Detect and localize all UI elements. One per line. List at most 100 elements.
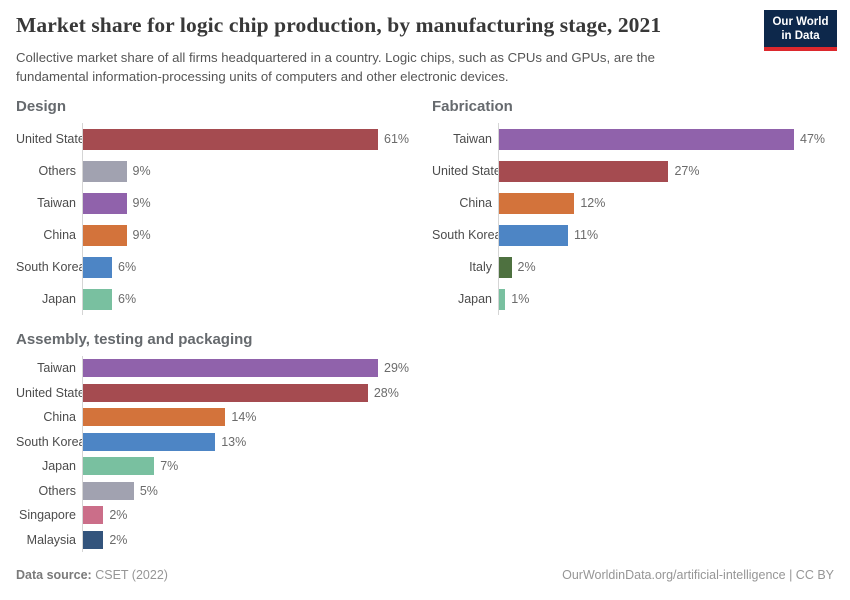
entity-label: China [459,196,492,210]
value-label: 9% [132,196,151,210]
value-label: 13% [221,434,247,449]
bar[interactable] [83,530,104,549]
bar[interactable] [499,224,569,246]
entity-label: United States [432,164,508,178]
bar[interactable] [499,256,512,278]
entity-label: South Korea [432,228,502,242]
value-label: 47% [800,132,826,146]
plot-area: 13% [82,429,420,454]
value-label: 2% [109,532,128,547]
value-label: 1% [511,292,530,306]
entity-label: Others [38,164,76,178]
bar-row: Japan 7% [16,454,420,479]
bar[interactable] [83,408,226,427]
panel-rows: United States 61% Others 9% Taiwan 9% China 9% S… [16,123,420,315]
panel-design: Design United States 61% Others 9% Taiwan 9% C… [16,97,420,315]
bar-row: United States 27% [432,155,834,187]
bar-row: South Korea 6% [16,251,420,283]
owid-logo: Our World in Data [764,10,837,51]
bar-row: China 12% [432,187,834,219]
plot-area: 2% [498,251,834,283]
value-label: 7% [160,459,179,474]
bar-row: Others 9% [16,155,420,187]
bar[interactable] [83,224,127,246]
value-label: 27% [674,164,700,178]
panel-rows: Taiwan 47% United States 27% China 12% South K… [432,123,834,315]
owid-url-link[interactable]: OurWorldinData.org/artificial-intelligen… [562,568,834,582]
bar-row: China 9% [16,219,420,251]
bar[interactable] [499,160,669,182]
panel-title: Fabrication [432,98,513,115]
panel-rows: Taiwan 29% United States 28% China 14% South K… [16,356,420,552]
entity-label: Taiwan [453,132,492,146]
bar[interactable] [83,432,216,451]
bar-row: Malaysia 2% [16,527,420,552]
entity-label: Others [38,483,76,498]
entity-label: China [43,228,76,242]
entity-label: United States [16,385,92,400]
bar[interactable] [83,506,104,525]
value-label: 61% [384,132,410,146]
bar[interactable] [83,256,113,278]
bar[interactable] [83,128,378,150]
plot-area: 7% [82,454,420,479]
data-source-value: CSET (2022) [95,568,168,582]
value-label: 11% [574,228,599,242]
entity-label: Malaysia [26,532,76,547]
page-title: Market share for logic chip production, … [16,13,662,37]
bar-row: Japan 6% [16,283,420,315]
plot-area: 5% [82,478,420,503]
panel-fabrication: Fabrication Taiwan 47% United States 27% Chi… [432,97,834,315]
value-label: 6% [118,292,137,306]
bar-row: Japan 1% [432,283,834,315]
bar[interactable] [83,359,378,378]
bar-row: Taiwan 29% [16,356,420,381]
entity-label: Taiwan [37,361,76,376]
value-label: 2% [517,260,536,274]
plot-area: 11% [498,219,834,251]
entity-label: Japan [457,292,492,306]
entity-label: Japan [41,292,76,306]
panel-title: Design [16,98,67,115]
value-label: 9% [132,164,151,178]
bar[interactable] [83,481,134,500]
value-label: 6% [118,260,137,274]
plot-area: 28% [82,380,420,405]
bar[interactable] [499,192,575,214]
plot-area: 9% [82,187,420,219]
bar[interactable] [499,128,794,150]
plot-area: 12% [498,187,834,219]
plot-area: 61% [82,123,420,155]
bar[interactable] [83,160,127,182]
value-label: 5% [139,483,158,498]
owid-logo-line2: in Data [781,30,820,42]
entity-label: United States [16,132,92,146]
bar[interactable] [83,192,127,214]
value-label: 29% [384,361,410,376]
chart-subtitle: Collective market share of all firms hea… [16,50,655,84]
entity-label: Taiwan [37,196,76,210]
bar-row: Others 5% [16,478,420,503]
value-label: 28% [373,385,399,400]
plot-area: 6% [82,251,420,283]
owid-logo-line1: Our World [772,16,829,28]
data-source: Data source: CSET (2022) [16,568,168,582]
bar-row: South Korea 11% [432,219,834,251]
bar[interactable] [83,288,113,310]
entity-label: Singapore [19,508,76,523]
bar[interactable] [83,457,155,476]
value-label: 9% [132,228,151,242]
value-label: 12% [580,196,606,210]
value-label: 14% [231,410,257,425]
bar-row: Taiwan 9% [16,187,420,219]
bar[interactable] [499,288,506,310]
plot-area: 1% [498,283,834,315]
bar-row: Taiwan 47% [432,123,834,155]
bar[interactable] [83,383,368,402]
footer: Data source: CSET (2022) OurWorldinData.… [16,568,834,582]
value-label: 2% [109,508,128,523]
plot-area: 27% [498,155,834,187]
bar-row: Italy 2% [432,251,834,283]
bar-row: United States 28% [16,380,420,405]
